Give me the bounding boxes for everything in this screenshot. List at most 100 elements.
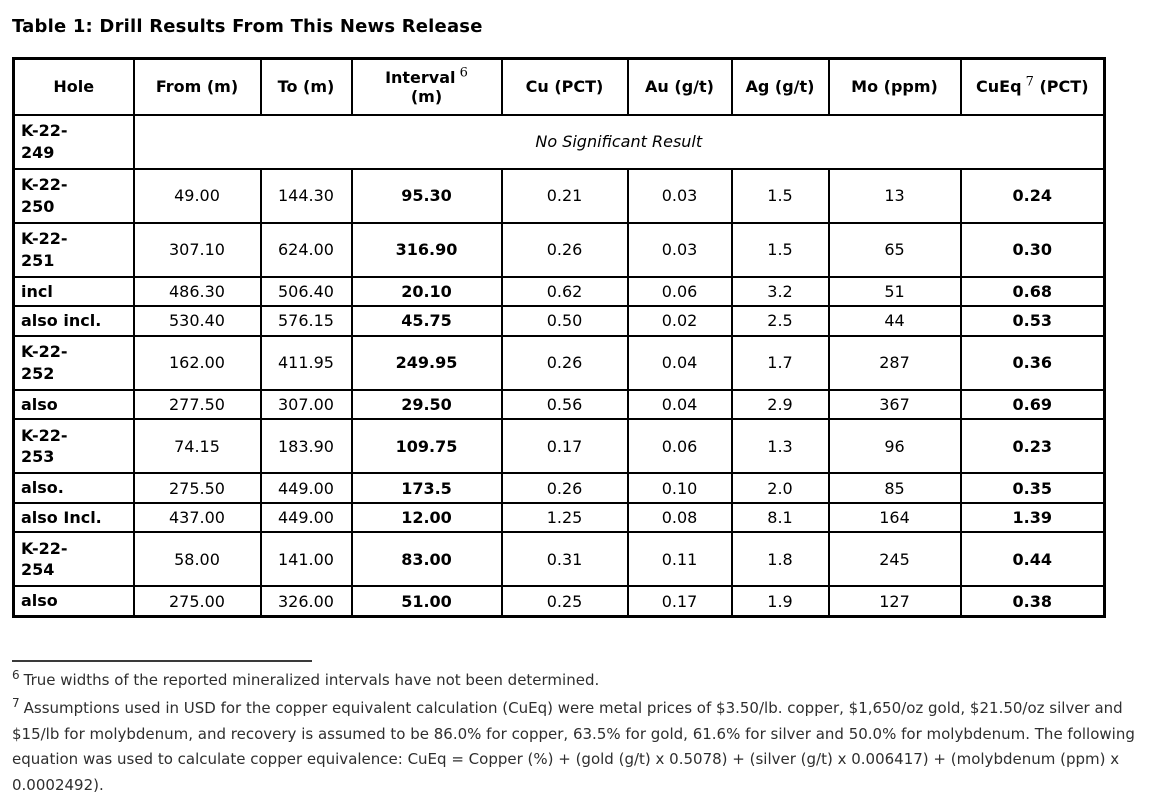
cell-to: 307.00 bbox=[259, 388, 353, 421]
cell-mo: 96 bbox=[827, 418, 962, 475]
cell-hole: K-22- 254 bbox=[12, 531, 135, 588]
cell-hole: also bbox=[12, 388, 135, 421]
cell-from: 277.50 bbox=[132, 388, 262, 421]
cell-ag: 2.0 bbox=[730, 472, 830, 504]
cell-to: 141.00 bbox=[259, 531, 353, 588]
cell-au: 0.04 bbox=[626, 388, 733, 421]
cell-interval: 95.30 bbox=[350, 167, 503, 224]
table-row: K-22- 250 49.00 144.30 95.30 0.21 0.03 1.5 13 0.… bbox=[12, 167, 1106, 224]
cell-no-significant-result: No Significant Result bbox=[132, 113, 1106, 170]
cell-interval: 12.00 bbox=[350, 501, 503, 534]
cell-hole: K-22- 251 bbox=[12, 221, 135, 278]
cell-to: 624.00 bbox=[259, 221, 353, 278]
cell-hole: also. bbox=[12, 472, 135, 504]
cell-hole: also incl. bbox=[12, 305, 135, 337]
footnote-6: 6 True widths of the reported mineralized… bbox=[12, 668, 1137, 694]
cell-cu: 0.56 bbox=[500, 388, 629, 421]
cell-cu: 0.26 bbox=[500, 472, 629, 504]
cell-mo: 13 bbox=[827, 167, 962, 224]
cell-hole: K-22- 250 bbox=[12, 167, 135, 224]
cell-cueq: 0.69 bbox=[959, 388, 1106, 421]
cell-from: 530.40 bbox=[132, 305, 262, 337]
cell-to: 411.95 bbox=[259, 334, 353, 391]
table-row: also incl. 530.40 576.15 45.75 0.50 0.02 2.5 44… bbox=[12, 305, 1106, 337]
cell-mo: 127 bbox=[827, 585, 962, 618]
cell-interval: 51.00 bbox=[350, 585, 503, 618]
cell-to: 576.15 bbox=[259, 305, 353, 337]
footnote-separator bbox=[12, 660, 312, 663]
cell-to: 449.00 bbox=[259, 501, 353, 534]
cell-cueq: 0.53 bbox=[959, 305, 1106, 337]
cell-ag: 1.5 bbox=[730, 221, 830, 278]
footnote-7: 7 Assumptions used in USD for the copper … bbox=[12, 696, 1137, 799]
table-row: incl 486.30 506.40 20.10 0.62 0.06 3.2 51 0.68 bbox=[12, 275, 1106, 308]
cell-cueq: 0.35 bbox=[959, 472, 1106, 504]
cell-mo: 65 bbox=[827, 221, 962, 278]
cell-ag: 1.8 bbox=[730, 531, 830, 588]
header-row: Hole From (m) To (m) Interval 6 (m) Cu (PCT) A… bbox=[12, 57, 1106, 116]
footnote-text: True widths of the reported mineralized … bbox=[23, 671, 600, 690]
cell-cueq: 1.39 bbox=[959, 501, 1106, 534]
cell-mo: 51 bbox=[827, 275, 962, 308]
cell-mo: 85 bbox=[827, 472, 962, 504]
column-header-cueq: CuEq 7 (PCT) bbox=[959, 57, 1106, 116]
cell-hole: incl bbox=[12, 275, 135, 308]
cell-ag: 2.5 bbox=[730, 305, 830, 337]
column-header-au: Au (g/t) bbox=[626, 57, 733, 116]
table-row: K-22- 252 162.00 411.95 249.95 0.26 0.04 1.7 28… bbox=[12, 334, 1106, 391]
cell-cu: 0.62 bbox=[500, 275, 629, 308]
column-header-to: To (m) bbox=[259, 57, 353, 116]
cell-au: 0.11 bbox=[626, 531, 733, 588]
table-body: K-22- 249 No Significant Result K-22- 250 4… bbox=[12, 113, 1106, 618]
column-header-mo: Mo (ppm) bbox=[827, 57, 962, 116]
cell-to: 183.90 bbox=[259, 418, 353, 475]
cell-mo: 245 bbox=[827, 531, 962, 588]
cell-cu: 0.50 bbox=[500, 305, 629, 337]
cell-ag: 1.5 bbox=[730, 167, 830, 224]
cell-from: 437.00 bbox=[132, 501, 262, 534]
cell-cueq: 0.68 bbox=[959, 275, 1106, 308]
cell-to: 506.40 bbox=[259, 275, 353, 308]
cell-interval: 173.5 bbox=[350, 472, 503, 504]
cell-ag: 3.2 bbox=[730, 275, 830, 308]
footnotes: 6 True widths of the reported mineralized… bbox=[12, 668, 1137, 799]
table-row: also 275.00 326.00 51.00 0.25 0.17 1.9 127 0.38 bbox=[12, 585, 1106, 618]
cell-mo: 44 bbox=[827, 305, 962, 337]
cell-interval: 249.95 bbox=[350, 334, 503, 391]
cell-ag: 1.3 bbox=[730, 418, 830, 475]
cell-hole: K-22- 253 bbox=[12, 418, 135, 475]
cell-from: 275.50 bbox=[132, 472, 262, 504]
cell-cu: 0.26 bbox=[500, 334, 629, 391]
cell-ag: 2.9 bbox=[730, 388, 830, 421]
cell-ag: 8.1 bbox=[730, 501, 830, 534]
cell-hole: also bbox=[12, 585, 135, 618]
cell-to: 449.00 bbox=[259, 472, 353, 504]
cell-ag: 1.7 bbox=[730, 334, 830, 391]
cell-interval: 29.50 bbox=[350, 388, 503, 421]
cell-interval: 109.75 bbox=[350, 418, 503, 475]
cell-interval: 83.00 bbox=[350, 531, 503, 588]
cell-to: 144.30 bbox=[259, 167, 353, 224]
cell-mo: 287 bbox=[827, 334, 962, 391]
column-header-unit: (m) bbox=[410, 86, 443, 106]
cell-to: 326.00 bbox=[259, 585, 353, 618]
cell-cu: 0.17 bbox=[500, 418, 629, 475]
cell-au: 0.08 bbox=[626, 501, 733, 534]
footnote-marker-6: 6 bbox=[12, 668, 20, 683]
cell-cueq: 0.23 bbox=[959, 418, 1106, 475]
cell-cu: 0.21 bbox=[500, 167, 629, 224]
table-row: also 277.50 307.00 29.50 0.56 0.04 2.9 367 0.69 bbox=[12, 388, 1106, 421]
cell-cueq: 0.36 bbox=[959, 334, 1106, 391]
cell-cueq: 0.38 bbox=[959, 585, 1106, 618]
cell-from: 162.00 bbox=[132, 334, 262, 391]
cell-from: 74.15 bbox=[132, 418, 262, 475]
cell-hole: K-22- 249 bbox=[12, 113, 135, 170]
cell-mo: 164 bbox=[827, 501, 962, 534]
cell-cu: 0.31 bbox=[500, 531, 629, 588]
column-header-hole: Hole bbox=[12, 57, 135, 116]
column-header-ag: Ag (g/t) bbox=[730, 57, 830, 116]
table-row: K-22- 251 307.10 624.00 316.90 0.26 0.03 1.5 65… bbox=[12, 221, 1106, 278]
column-header-from: From (m) bbox=[132, 57, 262, 116]
cell-hole: K-22- 252 bbox=[12, 334, 135, 391]
